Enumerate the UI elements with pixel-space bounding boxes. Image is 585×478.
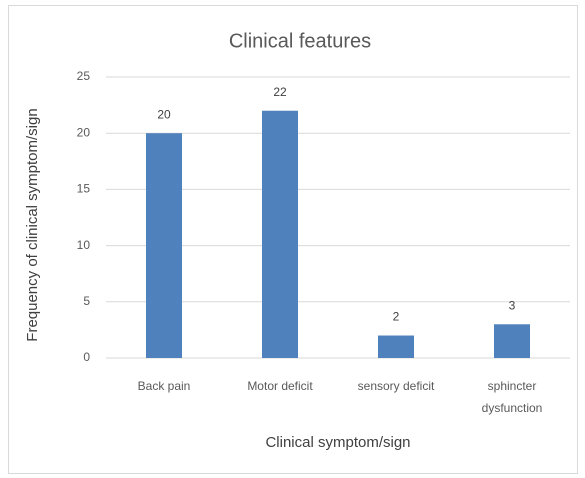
x-tick-label: Motor deficit — [247, 379, 313, 393]
x-axis-title: Clinical symptom/sign — [265, 434, 410, 451]
x-tick-label: sensory deficit — [357, 379, 435, 393]
y-tick-label: 0 — [83, 350, 90, 364]
data-label: 22 — [273, 85, 287, 99]
y-tick-label: 10 — [77, 238, 91, 252]
bar — [494, 324, 530, 358]
x-tick-label: Back pain — [137, 379, 191, 393]
bar — [262, 110, 298, 358]
y-tick-label: 25 — [77, 69, 91, 83]
y-tick-label: 20 — [77, 125, 91, 139]
data-label: 2 — [393, 310, 400, 324]
bar — [378, 335, 414, 358]
y-tick-label: 5 — [83, 294, 90, 308]
y-tick-label: 15 — [77, 182, 91, 196]
x-tick-label: sphincter dysfunction — [481, 379, 543, 415]
chart-title: Clinical features — [229, 30, 371, 52]
data-label: 3 — [509, 298, 516, 312]
y-axis-title: Frequency of clinical symptom/sign — [24, 108, 41, 341]
data-label: 20 — [157, 107, 171, 121]
bar — [146, 133, 182, 358]
